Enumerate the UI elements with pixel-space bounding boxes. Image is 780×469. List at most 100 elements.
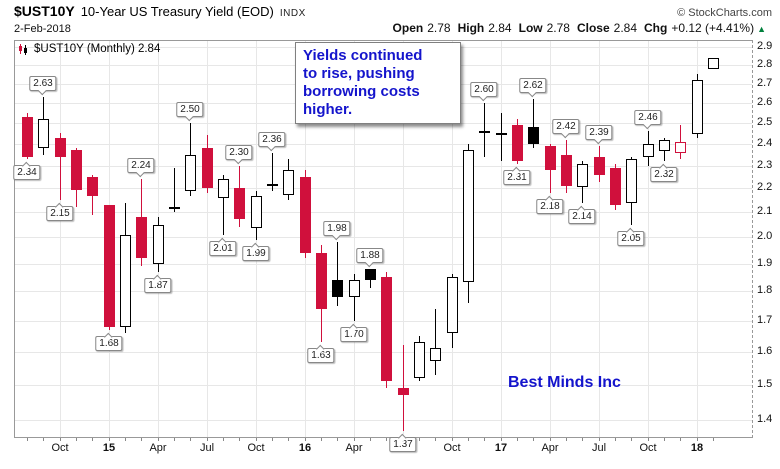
x-axis-tick xyxy=(43,438,44,441)
watermark-best-minds: Best Minds Inc xyxy=(508,374,621,391)
x-axis-label: Oct xyxy=(443,442,461,454)
x-axis-label: 16 xyxy=(298,442,312,454)
x-axis-label: Oct xyxy=(51,442,69,454)
price-label-2.50: 2.50 xyxy=(176,102,204,117)
x-axis-tick xyxy=(305,438,306,441)
y-axis-label: 2.7 xyxy=(757,77,773,89)
x-axis-tick xyxy=(109,438,110,441)
x-axis-tick xyxy=(533,438,534,441)
candle-dec-2016 xyxy=(479,131,490,133)
chg-label: Chg xyxy=(644,21,668,35)
price-label-2.63: 2.63 xyxy=(29,76,57,91)
gridline-v xyxy=(207,41,208,437)
x-axis-tick xyxy=(256,438,257,441)
x-axis-tick xyxy=(337,438,338,441)
gridline-h xyxy=(15,237,752,238)
candle-wick-mar-2017 xyxy=(533,99,534,148)
symbol: $UST10Y xyxy=(14,3,75,19)
candle-jun-2015 xyxy=(185,155,196,191)
candle-feb-2017 xyxy=(512,125,523,161)
price-label-2.31: 2.31 xyxy=(503,170,531,185)
x-axis-label: Oct xyxy=(639,442,657,454)
gridline-v xyxy=(354,41,355,437)
x-axis-tick xyxy=(697,438,698,441)
price-label-2.14: 2.14 xyxy=(568,209,596,224)
candle-wick-nov-2015 xyxy=(272,153,273,191)
chart-date: 2-Feb-2018 xyxy=(14,23,71,35)
price-label-2.62: 2.62 xyxy=(519,78,547,93)
price-label-2.39: 2.39 xyxy=(585,125,613,140)
candle-wick-sep-2016 xyxy=(435,309,436,375)
candle-aug-2015 xyxy=(218,179,229,198)
candle-wick-aug-2015 xyxy=(223,175,224,235)
gridline-h xyxy=(15,264,752,265)
quote-row: 2-Feb-2018 Open 2.78 High 2.84 Low 2.78 Close 2… xyxy=(14,21,766,35)
x-axis-tick xyxy=(223,438,224,441)
candle-apr-2015 xyxy=(153,225,164,264)
candle-dec-2014 xyxy=(87,177,98,196)
price-label-2.36: 2.36 xyxy=(258,132,286,147)
price-label-1.68: 1.68 xyxy=(95,336,123,351)
candle-jul-2016 xyxy=(398,388,409,395)
candle-mar-2016 xyxy=(332,280,343,297)
gridline-v xyxy=(697,41,698,437)
price-label-1.37: 1.37 xyxy=(389,437,417,452)
candle-sep-2014 xyxy=(38,119,49,148)
candle-aug-2017 xyxy=(610,168,621,205)
x-axis-tick xyxy=(435,438,436,441)
y-axis-label: 2.6 xyxy=(757,96,773,108)
up-triangle-icon: ▲ xyxy=(757,24,766,34)
x-axis-tick xyxy=(484,438,485,441)
x-axis-label: Jul xyxy=(199,442,215,454)
candle-jan-2017 xyxy=(496,133,507,135)
gridline-v xyxy=(403,41,404,437)
x-axis-tick xyxy=(27,438,28,441)
candle-mar-2015 xyxy=(136,217,147,258)
y-axis-label: 2.1 xyxy=(757,205,773,217)
x-axis-tick xyxy=(370,438,371,441)
price-label-2.15: 2.15 xyxy=(46,206,74,221)
open-label: Open xyxy=(392,21,424,35)
candle-wick-mar-2016 xyxy=(337,242,338,306)
exchange-label: INDX xyxy=(279,8,306,19)
candle-sep-2017 xyxy=(626,159,637,203)
annotation-box: Yields continued to rise, pushing borrow… xyxy=(295,42,461,124)
high-label: High xyxy=(457,21,485,35)
y-axis-label: 1.9 xyxy=(757,257,773,269)
y-axis-label: 2.8 xyxy=(757,58,773,70)
price-label-2.60: 2.60 xyxy=(470,82,498,97)
candle-nov-2015 xyxy=(267,184,278,186)
candle-feb-2018 xyxy=(708,58,719,69)
x-axis-label: Apr xyxy=(541,442,559,454)
candle-aug-2014 xyxy=(22,117,33,157)
candle-nov-2017 xyxy=(659,140,670,151)
price-label-2.01: 2.01 xyxy=(209,241,237,256)
candle-apr-2017 xyxy=(545,146,556,170)
x-axis-tick xyxy=(288,438,289,441)
y-axis-label: 2.0 xyxy=(757,230,773,242)
x-axis-tick xyxy=(599,438,600,441)
x-axis-tick xyxy=(615,438,616,441)
candle-wick-may-2015 xyxy=(174,168,175,212)
gridline-v xyxy=(60,41,61,437)
price-label-2.46: 2.46 xyxy=(634,110,662,125)
candle-wick-oct-2014 xyxy=(60,133,61,200)
price-label-1.70: 1.70 xyxy=(340,327,368,342)
candle-jun-2016 xyxy=(381,277,392,381)
open-value: 2.78 xyxy=(427,21,451,35)
chart-title: 10-Year US Treasury Yield (EOD) xyxy=(80,4,274,19)
candle-jan-2018 xyxy=(692,80,703,134)
candle-may-2015 xyxy=(169,207,180,209)
x-axis-label: Oct xyxy=(247,442,265,454)
candle-aug-2016 xyxy=(414,342,425,378)
candle-wick-jan-2017 xyxy=(501,113,502,161)
y-axis-label: 1.8 xyxy=(757,284,773,296)
candle-jul-2017 xyxy=(594,157,605,175)
gridline-h xyxy=(15,212,752,213)
candle-sep-2015 xyxy=(234,188,245,219)
gridline-h xyxy=(15,420,752,421)
x-axis-tick xyxy=(158,438,159,441)
legend-text: $UST10Y (Monthly) 2.84 xyxy=(34,43,161,55)
